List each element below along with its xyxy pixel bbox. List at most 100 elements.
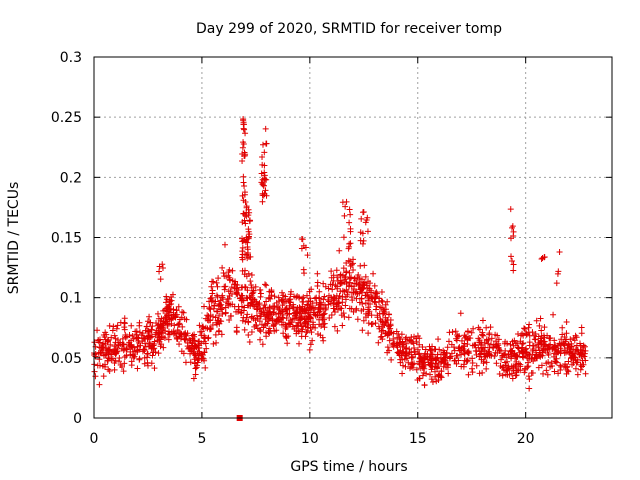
- data-point: [445, 370, 452, 377]
- data-point: [368, 287, 375, 294]
- data-point: [526, 351, 533, 358]
- data-point: [349, 297, 356, 304]
- data-point: [253, 312, 260, 319]
- data-point: [351, 280, 358, 287]
- data-point: [258, 321, 265, 328]
- data-point: [280, 309, 287, 316]
- data-point: [159, 333, 166, 340]
- data-point: [96, 356, 103, 363]
- data-point: [200, 355, 207, 362]
- data-point: [215, 275, 222, 282]
- data-point: [190, 375, 197, 382]
- data-point: [377, 304, 384, 311]
- data-point: [214, 293, 221, 300]
- data-point: [250, 295, 257, 302]
- data-point: [469, 355, 476, 362]
- data-point: [319, 315, 326, 322]
- data-point: [408, 354, 415, 361]
- data-point: [211, 302, 218, 309]
- data-point: [552, 358, 558, 365]
- data-point: [533, 317, 540, 324]
- data-point: [378, 289, 385, 296]
- data-point: [213, 279, 220, 286]
- data-point: [328, 268, 335, 275]
- data-point: [566, 348, 573, 355]
- data-point: [365, 330, 372, 337]
- data-point: [242, 239, 249, 246]
- data-point: [285, 320, 292, 327]
- data-point: [242, 318, 249, 325]
- data-point: [111, 366, 118, 373]
- data-point: [160, 321, 167, 328]
- data-point: [547, 341, 554, 348]
- data-point: [448, 341, 455, 348]
- data-point: [267, 295, 274, 302]
- data-point: [371, 282, 378, 289]
- data-point: [483, 359, 490, 366]
- data-point: [345, 314, 352, 321]
- data-point: [347, 225, 354, 232]
- data-point: [146, 313, 153, 320]
- data-point: [302, 319, 309, 326]
- data-point: [163, 305, 170, 312]
- data-point: [486, 351, 493, 358]
- data-point: [213, 292, 220, 299]
- data-point: [438, 359, 445, 366]
- data-point: [395, 330, 402, 337]
- data-point: [475, 335, 482, 342]
- data-point: [367, 300, 374, 307]
- data-point: [340, 265, 347, 272]
- data-point: [202, 364, 209, 371]
- data-point: [299, 236, 306, 243]
- data-point: [519, 349, 526, 356]
- data-point: [514, 330, 521, 337]
- data-point: [132, 328, 139, 335]
- data-point: [246, 339, 253, 346]
- data-point: [531, 336, 538, 343]
- data-point: [168, 294, 175, 301]
- data-point: [121, 320, 128, 327]
- data-point: [257, 290, 264, 297]
- data-point: [303, 329, 310, 336]
- data-point: [576, 351, 583, 358]
- data-point: [156, 263, 163, 270]
- data-point: [432, 360, 439, 367]
- data-point: [100, 332, 107, 339]
- data-point: [411, 348, 418, 355]
- data-point: [446, 329, 453, 336]
- data-point: [293, 308, 300, 315]
- data-point: [432, 368, 439, 375]
- data-point: [185, 345, 192, 352]
- data-point: [216, 300, 223, 307]
- data-point: [156, 268, 163, 275]
- data-point: [104, 357, 111, 364]
- data-point: [336, 247, 343, 254]
- data-point: [321, 293, 328, 300]
- data-point: [355, 271, 362, 278]
- data-point: [320, 321, 327, 328]
- data-point: [435, 360, 442, 367]
- data-point: [436, 346, 443, 353]
- data-point: [443, 349, 450, 356]
- data-point: [370, 270, 377, 277]
- data-point: [365, 304, 372, 311]
- data-point: [573, 342, 580, 349]
- data-point: [477, 351, 484, 358]
- data-point: [168, 301, 175, 308]
- data-point: [307, 305, 314, 312]
- data-point: [397, 359, 404, 366]
- data-point: [241, 126, 248, 133]
- data-point: [339, 199, 346, 206]
- data-point: [428, 359, 435, 366]
- data-point: [212, 314, 219, 321]
- data-point: [239, 144, 246, 151]
- data-point: [271, 306, 278, 313]
- data-point: [274, 317, 281, 324]
- data-point: [121, 360, 128, 367]
- data-point: [308, 329, 315, 336]
- data-point: [141, 354, 148, 361]
- data-point: [324, 296, 331, 303]
- data-point: [464, 328, 471, 335]
- data-point: [113, 325, 120, 332]
